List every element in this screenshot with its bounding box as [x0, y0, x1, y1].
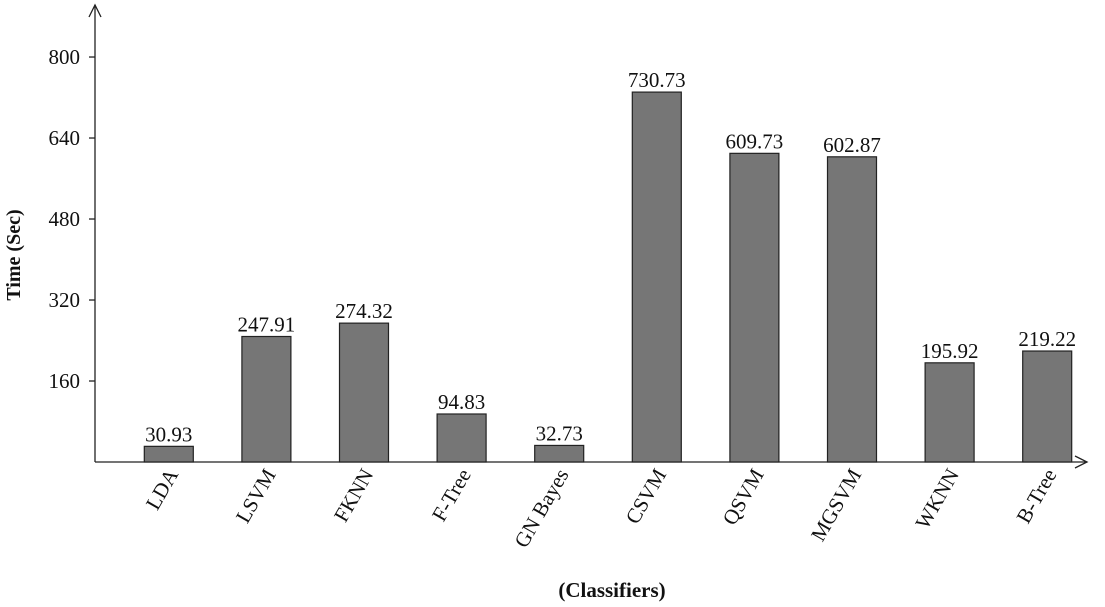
x-tick-label: F-Tree	[427, 464, 476, 525]
value-label: 274.32	[335, 299, 393, 323]
x-tick-label: MGSVM	[806, 464, 867, 545]
value-label: 32.73	[536, 421, 583, 445]
bar	[241, 335, 292, 463]
x-axis-title: (Classifiers)	[558, 578, 665, 602]
y-tick-label: 640	[49, 126, 81, 150]
x-axis-arrow	[1074, 455, 1089, 469]
bar	[631, 91, 682, 463]
x-tick-label: GN Bayes	[509, 465, 573, 552]
y-tick-label: 480	[49, 207, 81, 231]
bar	[143, 445, 194, 463]
bar	[826, 156, 878, 463]
x-tick-label: CSVM	[621, 464, 672, 528]
bar	[1022, 350, 1073, 463]
value-label: 30.93	[145, 422, 192, 446]
x-tick-label: LSVM	[231, 464, 281, 527]
value-label: 94.83	[438, 390, 485, 414]
bar	[534, 444, 585, 463]
y-tick-label: 320	[49, 288, 81, 312]
value-label: 195.92	[921, 339, 979, 363]
value-label: 219.22	[1018, 327, 1076, 351]
x-tick-label: LDA	[141, 464, 184, 514]
x-tick-label: QSVM	[718, 464, 769, 529]
bar	[338, 322, 390, 463]
bar	[924, 362, 975, 463]
x-tick-label: WKNN	[910, 465, 963, 534]
x-tick-label: FKNN	[329, 465, 378, 527]
y-axis-arrow	[88, 3, 102, 18]
y-tick-label: 800	[49, 45, 81, 69]
value-label: 609.73	[726, 129, 784, 153]
value-label: 602.87	[823, 133, 881, 157]
value-label: 730.73	[628, 68, 686, 92]
x-tick-label: B-Tree	[1011, 465, 1061, 528]
y-axis-title: Time (Sec)	[3, 209, 25, 300]
bar	[729, 152, 780, 463]
bar	[436, 413, 487, 463]
value-label: 247.91	[238, 313, 296, 337]
y-tick-label: 160	[49, 369, 81, 393]
